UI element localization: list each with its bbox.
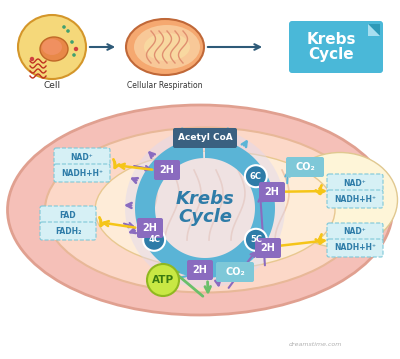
Circle shape bbox=[72, 53, 76, 57]
Text: 2H: 2H bbox=[264, 187, 280, 197]
FancyBboxPatch shape bbox=[187, 260, 213, 280]
Circle shape bbox=[30, 57, 34, 61]
Circle shape bbox=[62, 25, 66, 29]
FancyBboxPatch shape bbox=[327, 190, 383, 208]
FancyBboxPatch shape bbox=[54, 164, 110, 182]
FancyBboxPatch shape bbox=[137, 218, 163, 238]
Ellipse shape bbox=[144, 33, 190, 61]
Text: 2H: 2H bbox=[192, 265, 208, 275]
Text: dreamstime.com: dreamstime.com bbox=[288, 342, 342, 348]
Text: CO₂: CO₂ bbox=[225, 267, 245, 277]
Text: FADH₂: FADH₂ bbox=[55, 227, 81, 236]
FancyBboxPatch shape bbox=[154, 160, 180, 180]
Ellipse shape bbox=[42, 39, 62, 55]
Text: NADH+H⁺: NADH+H⁺ bbox=[334, 243, 376, 252]
Text: Krebs: Krebs bbox=[176, 190, 234, 208]
Circle shape bbox=[245, 229, 267, 251]
Polygon shape bbox=[135, 138, 203, 248]
Circle shape bbox=[143, 229, 165, 251]
Text: Cycle: Cycle bbox=[308, 47, 354, 61]
Ellipse shape bbox=[126, 19, 204, 75]
Text: CO₂: CO₂ bbox=[295, 162, 315, 172]
Circle shape bbox=[125, 128, 285, 288]
FancyBboxPatch shape bbox=[327, 223, 383, 241]
Text: Cycle: Cycle bbox=[178, 208, 232, 226]
Text: Krebs: Krebs bbox=[306, 33, 356, 47]
Ellipse shape bbox=[134, 25, 200, 69]
Text: NADH+H⁺: NADH+H⁺ bbox=[334, 195, 376, 204]
Polygon shape bbox=[246, 173, 275, 248]
Polygon shape bbox=[144, 233, 259, 278]
Text: Cellular Respiration: Cellular Respiration bbox=[127, 80, 203, 89]
Text: NADH+H⁺: NADH+H⁺ bbox=[61, 168, 103, 177]
Text: 4C: 4C bbox=[148, 235, 160, 244]
Text: 2H: 2H bbox=[260, 243, 276, 253]
Text: NAD⁺: NAD⁺ bbox=[71, 153, 93, 162]
Text: Cell: Cell bbox=[44, 80, 60, 89]
Circle shape bbox=[147, 264, 179, 296]
FancyBboxPatch shape bbox=[327, 174, 383, 192]
FancyBboxPatch shape bbox=[40, 206, 96, 224]
Ellipse shape bbox=[40, 37, 68, 61]
Text: 2H: 2H bbox=[142, 223, 158, 233]
FancyBboxPatch shape bbox=[54, 148, 110, 166]
Text: 5C: 5C bbox=[250, 235, 262, 244]
FancyBboxPatch shape bbox=[216, 262, 254, 282]
FancyBboxPatch shape bbox=[40, 222, 96, 240]
FancyBboxPatch shape bbox=[259, 182, 285, 202]
FancyBboxPatch shape bbox=[173, 128, 237, 148]
Circle shape bbox=[66, 29, 70, 33]
Text: NAD⁺: NAD⁺ bbox=[344, 228, 366, 237]
Text: ATP: ATP bbox=[152, 275, 174, 285]
Ellipse shape bbox=[8, 105, 392, 315]
Polygon shape bbox=[205, 138, 262, 180]
Circle shape bbox=[74, 47, 78, 51]
Circle shape bbox=[70, 40, 74, 44]
Text: 6C: 6C bbox=[250, 172, 262, 181]
FancyBboxPatch shape bbox=[327, 239, 383, 257]
Text: FAD: FAD bbox=[60, 210, 76, 219]
FancyBboxPatch shape bbox=[286, 157, 324, 177]
Text: Acetyl CoA: Acetyl CoA bbox=[178, 134, 232, 143]
Ellipse shape bbox=[95, 151, 335, 269]
Ellipse shape bbox=[282, 153, 398, 247]
Text: 2H: 2H bbox=[160, 165, 174, 175]
FancyBboxPatch shape bbox=[289, 21, 383, 73]
Polygon shape bbox=[368, 24, 380, 36]
Ellipse shape bbox=[18, 15, 86, 79]
Polygon shape bbox=[368, 24, 380, 36]
Circle shape bbox=[245, 165, 267, 187]
Ellipse shape bbox=[45, 127, 365, 293]
FancyBboxPatch shape bbox=[255, 238, 281, 258]
Text: NAD⁺: NAD⁺ bbox=[344, 178, 366, 187]
